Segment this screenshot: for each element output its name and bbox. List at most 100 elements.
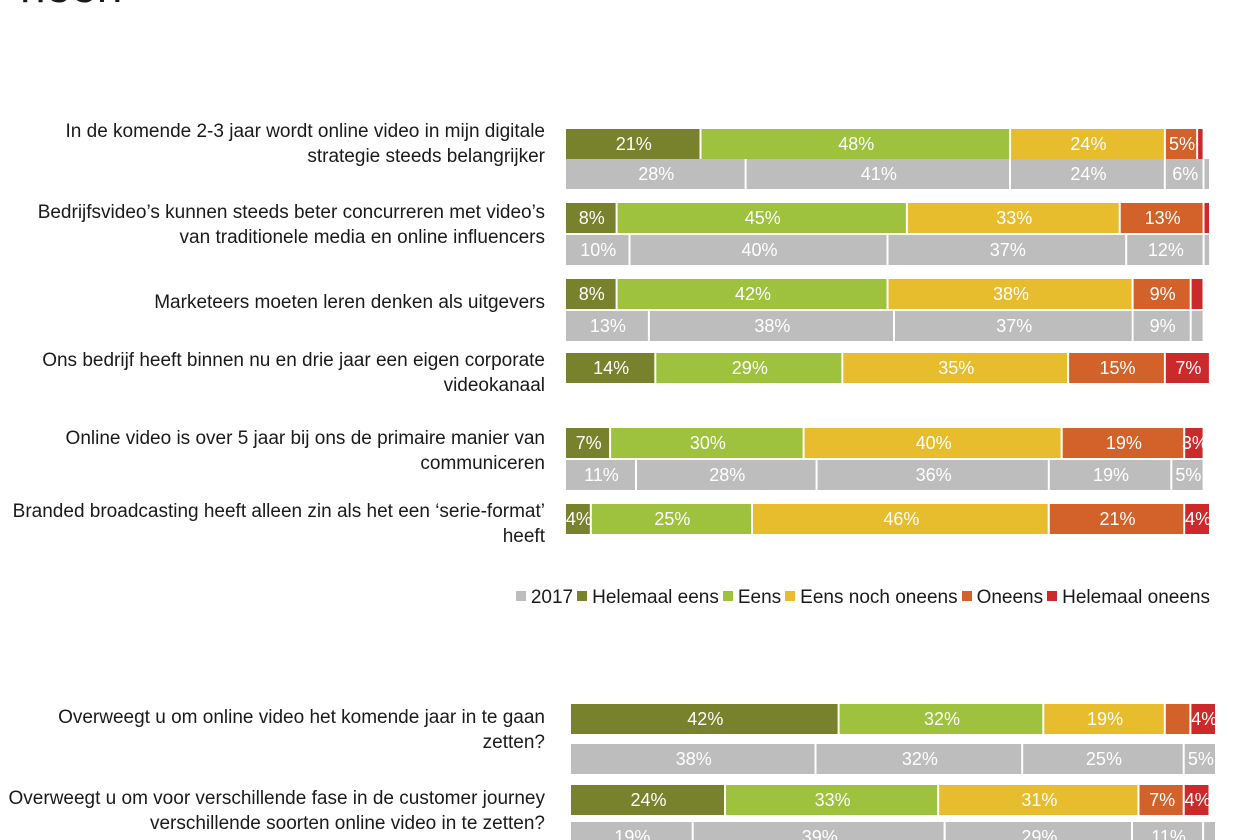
data-label-current-c0-q0-s1: 48% — [838, 134, 874, 154]
bar-segment-current-c1-q0-s2 — [1044, 704, 1164, 734]
bar-segment-current-c0-q0-s0 — [566, 129, 700, 159]
bar-segment-current-c0-q4-s4 — [1185, 428, 1203, 458]
data-label-2017-c0-q0-s2: 24% — [1070, 164, 1106, 184]
data-label-current-c0-q3-s1: 29% — [732, 358, 768, 378]
data-label-current-c0-q4-s0: 7% — [576, 433, 602, 453]
question-label-c0-q2: Marketeers moeten leren denken als uitge… — [154, 291, 545, 313]
bar-segment-2017-c0-q1-s3 — [1127, 235, 1203, 265]
question-label-c0-q4: Online video is over 5 jaar bij ons de p… — [65, 428, 545, 474]
data-label-current-c0-q4-s3: 19% — [1106, 433, 1142, 453]
bar-segment-current-c0-q4-s0 — [566, 428, 610, 458]
data-label-2017-c0-q4-s2: 36% — [916, 465, 952, 485]
data-label-2017-c0-q4-s4: 5% — [1175, 465, 1201, 485]
question-label-c0-q5: Branded broadcasting heeft alleen zin al… — [12, 501, 545, 547]
bar-segment-2017-c0-q0-s3 — [1165, 159, 1203, 189]
legend-item-0: 2017 — [515, 586, 574, 610]
data-label-current-c0-q5-s3: 21% — [1099, 509, 1135, 529]
page-title: heen — [20, 0, 122, 12]
data-label-current-c0-q5-s1: 25% — [654, 509, 690, 529]
data-label-2017-c0-q4-s1: 28% — [709, 465, 745, 485]
data-label-current-c0-q2-s2: 38% — [993, 284, 1029, 304]
bar-segment-current-c0-q3-s1 — [656, 353, 842, 383]
bar-segment-current-c0-q0-s3 — [1165, 129, 1197, 159]
legend-item-2: Eens — [722, 586, 782, 610]
bar-segment-2017-c1-q0-s1 — [816, 744, 1022, 774]
question-label-c1-q1: Overweegt u om voor verschillende fase i… — [8, 788, 545, 834]
bar-segment-2017-c0-q0-s1 — [746, 159, 1009, 189]
data-label-current-c0-q3-s4: 7% — [1175, 358, 1201, 378]
bar-segment-current-c1-q0-s4 — [1191, 704, 1215, 734]
data-label-2017-c1-q1-s0: 19% — [614, 827, 650, 840]
legend-label-2: Eens — [737, 587, 782, 608]
bar-segment-current-c0-q4-s2 — [804, 428, 1061, 458]
bar-segment-2017-c0-q4-s3 — [1049, 460, 1171, 490]
bar-segment-2017-c0-q4-s4 — [1172, 460, 1203, 490]
bar-segment-2017-c0-q2-s0 — [566, 311, 648, 341]
data-label-current-c0-q1-s2: 33% — [996, 208, 1032, 228]
legend-label-4: Oneens — [976, 587, 1044, 608]
bar-segment-current-c0-q5-s3 — [1049, 504, 1184, 534]
bar-segment-2017-c0-q4-s2 — [817, 460, 1048, 490]
bar-segment-2017-c0-q2-s1 — [649, 311, 893, 341]
data-label-current-c1-q1-s2: 31% — [1021, 790, 1057, 810]
bar-segment-current-c0-q5-s1 — [591, 504, 752, 534]
data-label-current-c1-q1-s3: 7% — [1149, 790, 1175, 810]
bar-segment-2017-c1-q1-s2 — [945, 822, 1131, 840]
bar-segment-current-c0-q3-s3 — [1069, 353, 1164, 383]
data-label-2017-c0-q2-s3: 9% — [1150, 316, 1176, 336]
bar-segment-current-c0-q1-s2 — [907, 203, 1119, 233]
data-label-2017-c0-q1-s3: 12% — [1148, 240, 1184, 260]
data-label-current-c1-q1-s4: 4% — [1185, 790, 1211, 810]
data-label-current-c0-q4-s4: 3% — [1182, 433, 1208, 453]
bar-segment-current-c0-q1-s4 — [1204, 203, 1209, 233]
bar-segment-2017-c0-q4-s0 — [566, 460, 635, 490]
data-label-current-c0-q1-s0: 8% — [579, 208, 605, 228]
data-label-current-c0-q3-s3: 15% — [1099, 358, 1135, 378]
legend-item-4: Oneens — [961, 586, 1044, 610]
legend-label-0: 2017 — [530, 587, 574, 608]
bar-segment-current-c0-q2-s4 — [1191, 279, 1203, 309]
data-label-2017-c0-q0-s3: 6% — [1172, 164, 1198, 184]
bar-segment-current-c1-q0-s0 — [571, 704, 838, 734]
data-label-current-c1-q1-s1: 33% — [815, 790, 851, 810]
data-label-2017-c0-q1-s2: 37% — [990, 240, 1026, 260]
bar-segment-current-c1-q1-s4 — [1184, 785, 1209, 815]
bar-segment-2017-c1-q0-s3 — [1184, 744, 1215, 774]
data-label-current-c0-q2-s1: 42% — [735, 284, 771, 304]
bar-segment-2017-c0-q1-s2 — [888, 235, 1126, 265]
data-label-2017-c1-q0-s3: 5% — [1188, 749, 1214, 769]
bar-segment-current-c0-q1-s0 — [566, 203, 616, 233]
bar-segment-current-c1-q1-s1 — [726, 785, 938, 815]
bar-segment-2017-c0-q0-s4 — [1204, 159, 1209, 189]
bar-segment-2017-c0-q0-s0 — [566, 159, 745, 189]
data-label-2017-c1-q0-s0: 38% — [676, 749, 712, 769]
data-label-2017-c0-q2-s2: 37% — [996, 316, 1032, 336]
bar-segment-2017-c0-q2-s4 — [1191, 311, 1203, 341]
bar-segment-current-c1-q1-s3 — [1139, 785, 1183, 815]
bar-segment-2017-c1-q0-s2 — [1023, 744, 1183, 774]
legend-swatch-5 — [1047, 591, 1058, 601]
bar-segment-2017-c0-q2-s2 — [895, 311, 1132, 341]
bar-segment-current-c1-q1-s2 — [939, 785, 1138, 815]
legend-swatch-2 — [722, 591, 733, 601]
bar-segment-2017-c1-q1-s4 — [1204, 822, 1215, 840]
question-label-c0-q1: Bedrijfsvideo’s kunnen steeds beter conc… — [37, 202, 545, 248]
legend-swatch-0 — [515, 591, 526, 601]
bar-segment-current-c0-q5-s0 — [566, 504, 590, 534]
data-label-current-c0-q0-s3: 5% — [1169, 134, 1195, 154]
legend-item-1: Helemaal eens — [577, 586, 719, 610]
data-label-current-c0-q5-s2: 46% — [883, 509, 919, 529]
bar-segment-2017-c0-q1-s1 — [630, 235, 887, 265]
bar-segment-current-c0-q4-s3 — [1062, 428, 1184, 458]
bar-segment-2017-c0-q0-s2 — [1011, 159, 1164, 189]
data-label-2017-c0-q2-s1: 38% — [754, 316, 790, 336]
bar-segment-current-c0-q0-s1 — [701, 129, 1010, 159]
bar-segment-2017-c0-q1-s4 — [1204, 235, 1210, 265]
bar-segment-current-c0-q3-s0 — [566, 353, 655, 383]
bar-segment-2017-c0-q1-s0 — [566, 235, 629, 265]
bar-segment-current-c1-q0-s1 — [839, 704, 1043, 734]
legend-label-3: Eens noch oneens — [800, 587, 958, 608]
data-label-current-c0-q5-s0: 4% — [566, 509, 592, 529]
question-label-c0-q3: Ons bedrijf heeft binnen nu en drie jaar… — [42, 350, 545, 396]
